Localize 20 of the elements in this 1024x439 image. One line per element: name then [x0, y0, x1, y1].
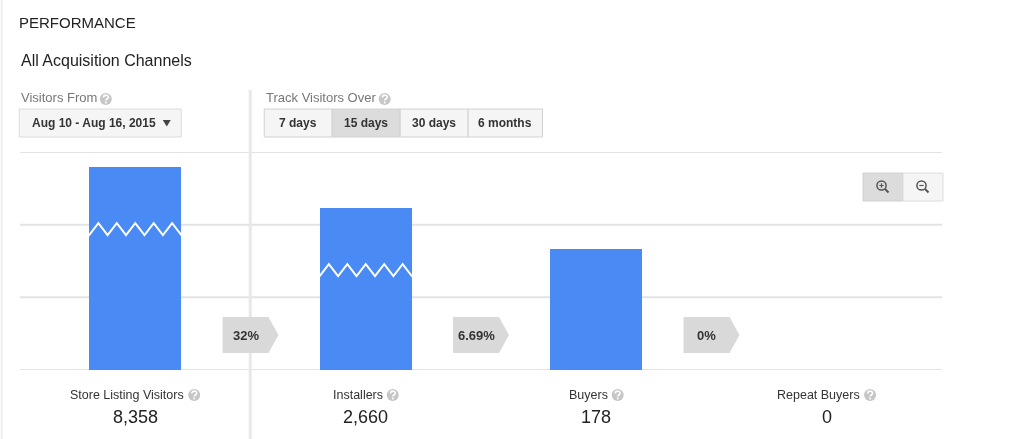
text: 15 days	[344, 116, 389, 130]
text: All Acquisition Channels	[21, 52, 192, 69]
data-label: 8,358	[113, 407, 159, 427]
text: 6 months	[478, 116, 532, 130]
text: Visitors From	[21, 90, 98, 105]
text: PERFORMANCE	[19, 14, 136, 32]
data-label: 178	[581, 407, 612, 427]
text: 6.69%	[458, 328, 496, 343]
category-label: Buyers	[569, 388, 608, 402]
text: 0%	[697, 328, 717, 343]
text: 7 days	[279, 116, 317, 130]
data-label: 0	[822, 407, 833, 427]
category-label: Installers	[333, 388, 384, 402]
text: Aug 10 - Aug 16, 2015	[32, 116, 156, 130]
data-label: 2,660	[343, 407, 389, 427]
text: 32%	[233, 328, 260, 343]
category-label: Store Listing Visitors	[70, 388, 184, 402]
text: 30 days	[412, 116, 457, 130]
text: Track Visitors Over	[266, 90, 377, 105]
category-label: Repeat Buyers	[777, 388, 860, 402]
